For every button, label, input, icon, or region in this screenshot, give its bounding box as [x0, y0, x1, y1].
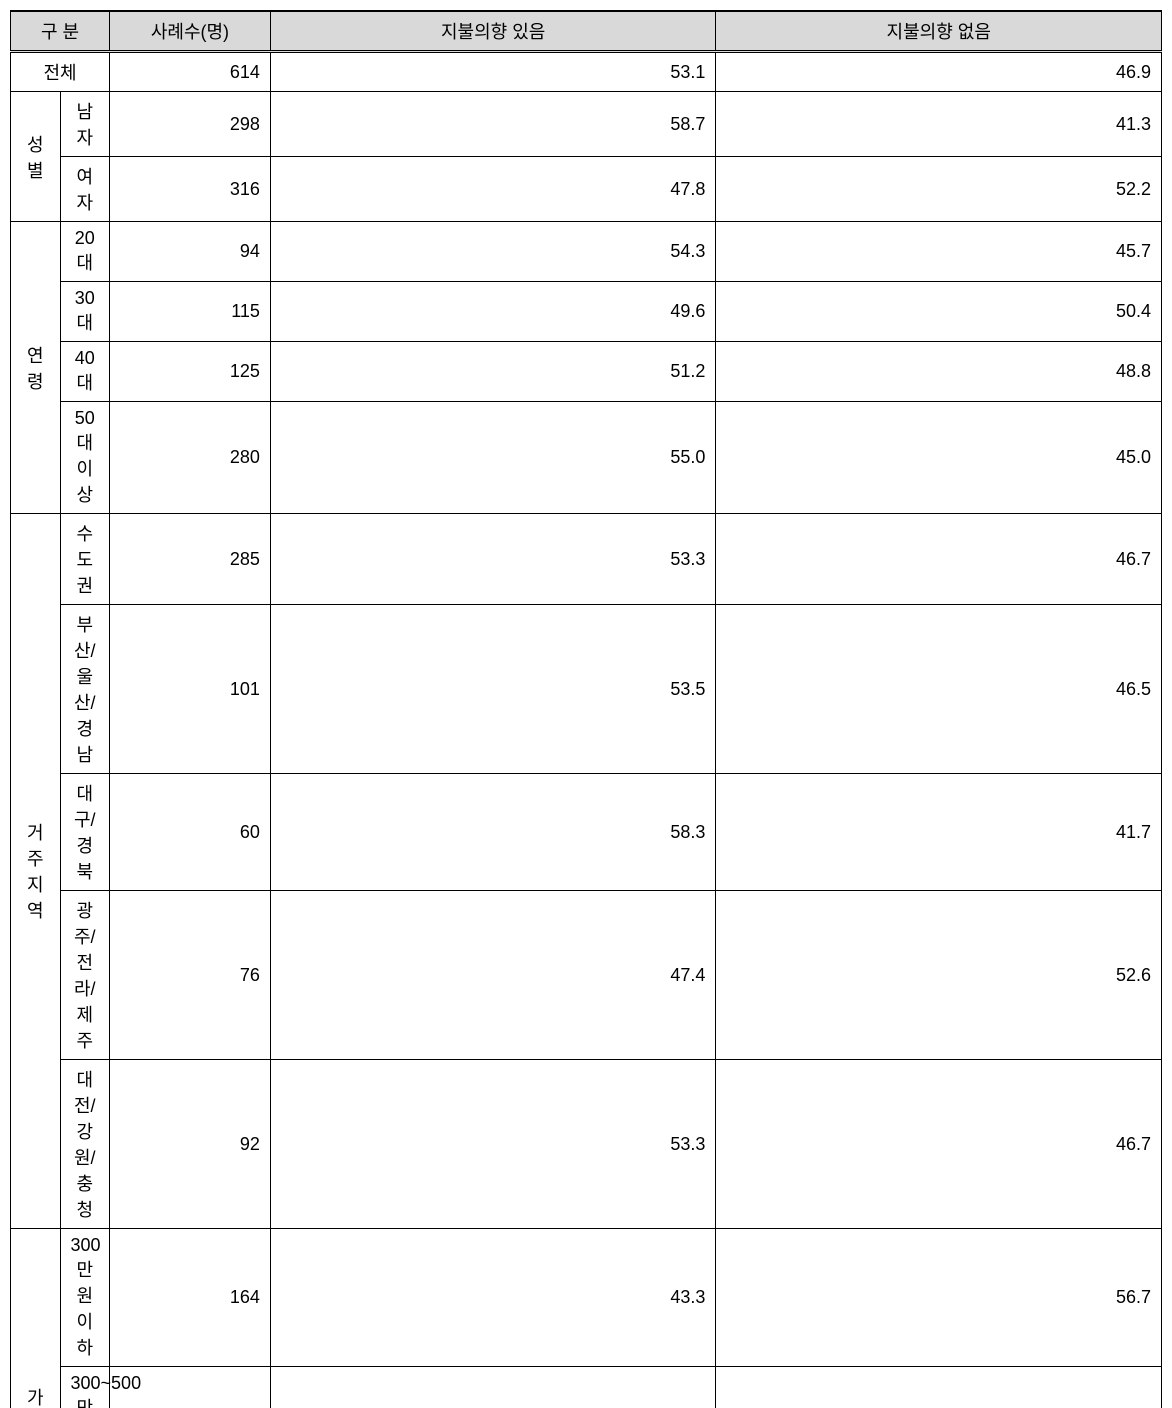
- row-yes: 53.3: [270, 514, 716, 605]
- table-row: 거주지역수도권28553.346.7: [11, 514, 1162, 605]
- row-no: 46.7: [716, 514, 1162, 605]
- row-label: 300만원 이하: [60, 1229, 110, 1367]
- header-willing-no: 지불의향 없음: [716, 11, 1162, 52]
- row-yes: 51.2: [270, 342, 716, 402]
- row-label: 20대: [60, 222, 110, 282]
- survey-table: 구 분 사례수(명) 지불의향 있음 지불의향 없음 전체61453.146.9…: [10, 10, 1162, 1408]
- row-no: 41.7: [716, 774, 1162, 891]
- row-count: 115: [110, 282, 271, 342]
- row-count: 285: [110, 514, 271, 605]
- row-count: 60: [110, 774, 271, 891]
- row-label: 남자: [60, 92, 110, 157]
- row-yes: 49.6: [270, 282, 716, 342]
- row-label: 여자: [60, 157, 110, 222]
- table-row: 성별남자29858.741.3: [11, 92, 1162, 157]
- row-label: 광주/전라/제주: [60, 891, 110, 1060]
- total-label: 전체: [11, 52, 110, 92]
- row-count: 241: [110, 1367, 271, 1408]
- row-no: 52.6: [716, 891, 1162, 1060]
- row-no: 44.0: [716, 1367, 1162, 1408]
- row-yes: 55.0: [270, 402, 716, 514]
- row-count: 164: [110, 1229, 271, 1367]
- total-count: 614: [110, 52, 271, 92]
- row-no: 45.7: [716, 222, 1162, 282]
- table-row: 가구소득300만원 이하16443.356.7: [11, 1229, 1162, 1367]
- row-label: 대구/경북: [60, 774, 110, 891]
- table-row: 30대11549.650.4: [11, 282, 1162, 342]
- table-row: 300~500만원 이하24156.044.0: [11, 1367, 1162, 1408]
- row-count: 316: [110, 157, 271, 222]
- table-row: 여자31647.852.2: [11, 157, 1162, 222]
- row-count: 76: [110, 891, 271, 1060]
- row-count: 280: [110, 402, 271, 514]
- row-yes: 53.3: [270, 1060, 716, 1229]
- header-willing-yes: 지불의향 있음: [270, 11, 716, 52]
- total-no: 46.9: [716, 52, 1162, 92]
- row-no: 46.5: [716, 605, 1162, 774]
- row-yes: 53.5: [270, 605, 716, 774]
- group-label: 성별: [11, 92, 61, 222]
- table-header-row: 구 분 사례수(명) 지불의향 있음 지불의향 없음: [11, 11, 1162, 52]
- group-label: 연령: [11, 222, 61, 514]
- total-row: 전체61453.146.9: [11, 52, 1162, 92]
- table-body: 전체61453.146.9성별남자29858.741.3여자31647.852.…: [11, 52, 1162, 1408]
- row-yes: 43.3: [270, 1229, 716, 1367]
- row-label: 50대 이상: [60, 402, 110, 514]
- row-no: 56.7: [716, 1229, 1162, 1367]
- group-label: 가구소득: [11, 1229, 61, 1408]
- row-no: 52.2: [716, 157, 1162, 222]
- header-category: 구 분: [11, 11, 110, 52]
- row-label: 수도권: [60, 514, 110, 605]
- row-count: 298: [110, 92, 271, 157]
- row-count: 101: [110, 605, 271, 774]
- row-yes: 54.3: [270, 222, 716, 282]
- row-no: 50.4: [716, 282, 1162, 342]
- row-label: 40대: [60, 342, 110, 402]
- row-yes: 47.8: [270, 157, 716, 222]
- row-yes: 58.3: [270, 774, 716, 891]
- row-yes: 58.7: [270, 92, 716, 157]
- row-label: 30대: [60, 282, 110, 342]
- table-row: 연령20대9454.345.7: [11, 222, 1162, 282]
- table-row: 광주/전라/제주7647.452.6: [11, 891, 1162, 1060]
- total-yes: 53.1: [270, 52, 716, 92]
- row-count: 125: [110, 342, 271, 402]
- row-yes: 47.4: [270, 891, 716, 1060]
- row-no: 45.0: [716, 402, 1162, 514]
- table-row: 대구/경북6058.341.7: [11, 774, 1162, 891]
- row-no: 48.8: [716, 342, 1162, 402]
- row-count: 94: [110, 222, 271, 282]
- row-no: 41.3: [716, 92, 1162, 157]
- table-row: 40대12551.248.8: [11, 342, 1162, 402]
- table-row: 50대 이상28055.045.0: [11, 402, 1162, 514]
- row-label: 부산/울산/경남: [60, 605, 110, 774]
- group-label: 거주지역: [11, 514, 61, 1229]
- table-row: 부산/울산/경남10153.546.5: [11, 605, 1162, 774]
- row-yes: 56.0: [270, 1367, 716, 1408]
- row-label: 300~500만원 이하: [60, 1367, 110, 1408]
- header-count: 사례수(명): [110, 11, 271, 52]
- row-no: 46.7: [716, 1060, 1162, 1229]
- row-count: 92: [110, 1060, 271, 1229]
- row-label: 대전/강원/충청: [60, 1060, 110, 1229]
- table-row: 대전/강원/충청9253.346.7: [11, 1060, 1162, 1229]
